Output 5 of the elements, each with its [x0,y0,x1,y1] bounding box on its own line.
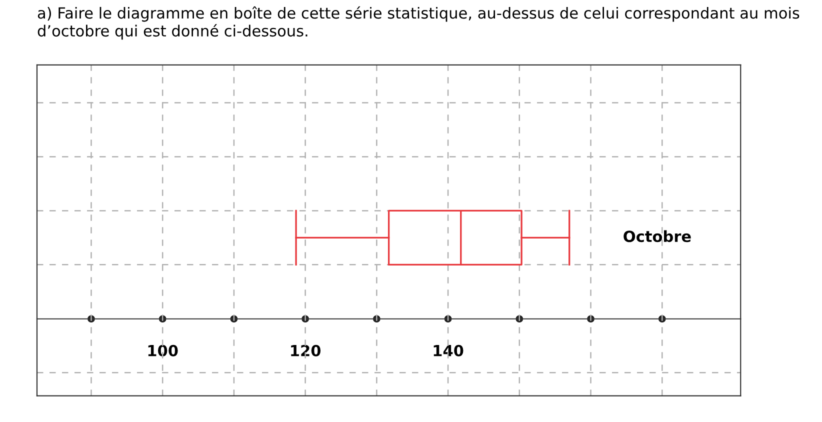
x-tick-label: 140 [434,344,464,356]
x-tick-label: 100 [148,344,178,356]
y-tick-label: Octobre [624,230,691,242]
x-tick-label: 120 [291,344,321,356]
chart-title: a) Faire le diagramme en boîte de cette série statistique, au-dessus de celui correspondant au mois d’octobre qui est donné ci-dessous. [38,6,800,40]
